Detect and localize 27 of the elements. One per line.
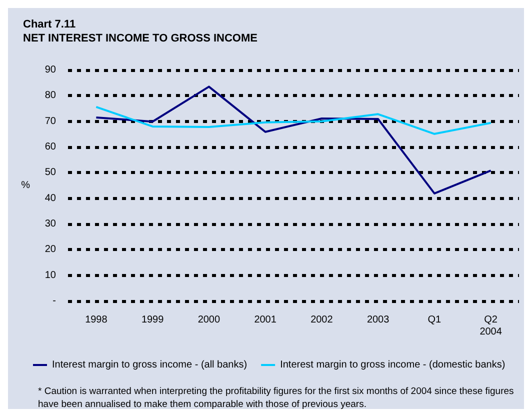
y-tick-label: 70 [44, 116, 56, 127]
x-tick-label: 1998 [85, 314, 108, 326]
text: * Caution is warranted when interpreting the profitability figures for the first six months of 2004 since these figures have been annualised to make them comparable with those of previous years. [38, 386, 516, 410]
y-axis-title: % [21, 180, 30, 191]
chart-title: Chart 7.11 [23, 18, 76, 30]
y-tick-label: 10 [44, 270, 56, 281]
x-tick-label: Q1 [428, 314, 442, 326]
x-tick-label: 1999 [141, 314, 164, 326]
x-tick-label: 2003 [366, 314, 390, 326]
y-tick-label: - [52, 296, 56, 306]
y-tick-label: 20 [44, 244, 56, 256]
legend-label: Interest margin to gross income - (domestic banks) [280, 360, 506, 370]
line-series [95, 106, 492, 135]
y-tick-label: 60 [44, 142, 56, 152]
y-tick-label: 30 [44, 218, 56, 230]
chart-subtitle: NET INTEREST INCOME TO GROSS INCOME [23, 32, 258, 44]
x-tick-label: Q2 [484, 314, 498, 326]
line-series [95, 86, 492, 194]
legend-label: Interest margin to gross income - (all banks) [52, 360, 248, 370]
y-tick-label: 90 [44, 64, 56, 76]
y-tick-label: 50 [44, 167, 56, 178]
y-tick-label: 40 [44, 192, 56, 204]
text: 2004 [480, 326, 502, 338]
x-tick-label: 2002 [310, 314, 334, 326]
y-tick-label: 80 [44, 90, 56, 102]
x-tick-label: 2001 [254, 314, 277, 326]
x-tick-label: 2000 [198, 314, 220, 326]
